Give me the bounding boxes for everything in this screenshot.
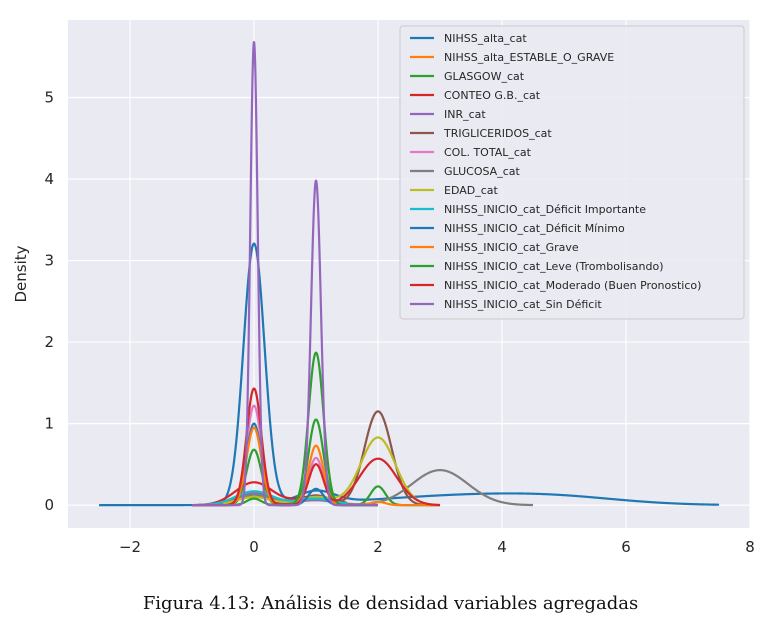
- y-tick-label: 2: [44, 333, 54, 351]
- legend: NIHSS_alta_cat NIHSS_alta_ESTABLE_O_GRAVE…: [399, 25, 745, 320]
- series-line-14: [191, 41, 379, 507]
- legend-entry: NIHSS_INICIO_cat_Moderado (Buen Pronosti…: [444, 279, 701, 292]
- x-tick-label: 8: [745, 538, 755, 556]
- series-lines: [98, 41, 720, 507]
- legend-frame: [399, 25, 745, 320]
- x-tick-label: 6: [621, 538, 631, 556]
- legend-entry: GLASGOW_cat: [444, 70, 525, 83]
- legend-entry: NIHSS_INICIO_cat_Sin Déficit: [444, 298, 602, 311]
- x-tick-label: 2: [373, 538, 383, 556]
- legend-entry: GLUCOSA_cat: [444, 165, 520, 178]
- legend-entry: NIHSS_INICIO_cat_Leve (Trombolisando): [444, 260, 663, 273]
- y-tick-label: 3: [44, 252, 54, 270]
- x-axis-ticks: −2 0 2 4 6 8: [119, 538, 755, 556]
- y-tick-label: 4: [44, 170, 54, 188]
- y-tick-label: 5: [44, 88, 54, 106]
- legend-entry: NIHSS_INICIO_cat_Déficit Mínimo: [444, 222, 625, 235]
- legend-entry: INR_cat: [444, 108, 486, 121]
- legend-entry: EDAD_cat: [444, 184, 499, 197]
- y-axis-label: Density: [12, 245, 30, 302]
- legend-entry: TRIGLICERIDOS_cat: [443, 127, 552, 140]
- legend-entry: NIHSS_INICIO_cat_Déficit Importante: [444, 203, 646, 216]
- figure-caption: Figura 4.13: Análisis de densidad variab…: [142, 593, 639, 614]
- legend-entry: NIHSS_alta_cat: [444, 32, 527, 45]
- x-tick-label: −2: [119, 538, 141, 556]
- legend-entry: NIHSS_alta_ESTABLE_O_GRAVE: [444, 51, 614, 64]
- legend-entry: CONTEO G.B._cat: [444, 89, 541, 102]
- y-tick-label: 1: [44, 415, 54, 433]
- y-axis-ticks: 0 1 2 3 4 5: [44, 88, 54, 514]
- x-tick-label: 4: [497, 538, 507, 556]
- series-line-13: [191, 387, 441, 507]
- legend-entry: NIHSS_INICIO_cat_Grave: [444, 241, 579, 254]
- y-tick-label: 0: [44, 496, 54, 514]
- legend-entry: COL. TOTAL_cat: [444, 146, 532, 159]
- x-tick-label: 0: [249, 538, 259, 556]
